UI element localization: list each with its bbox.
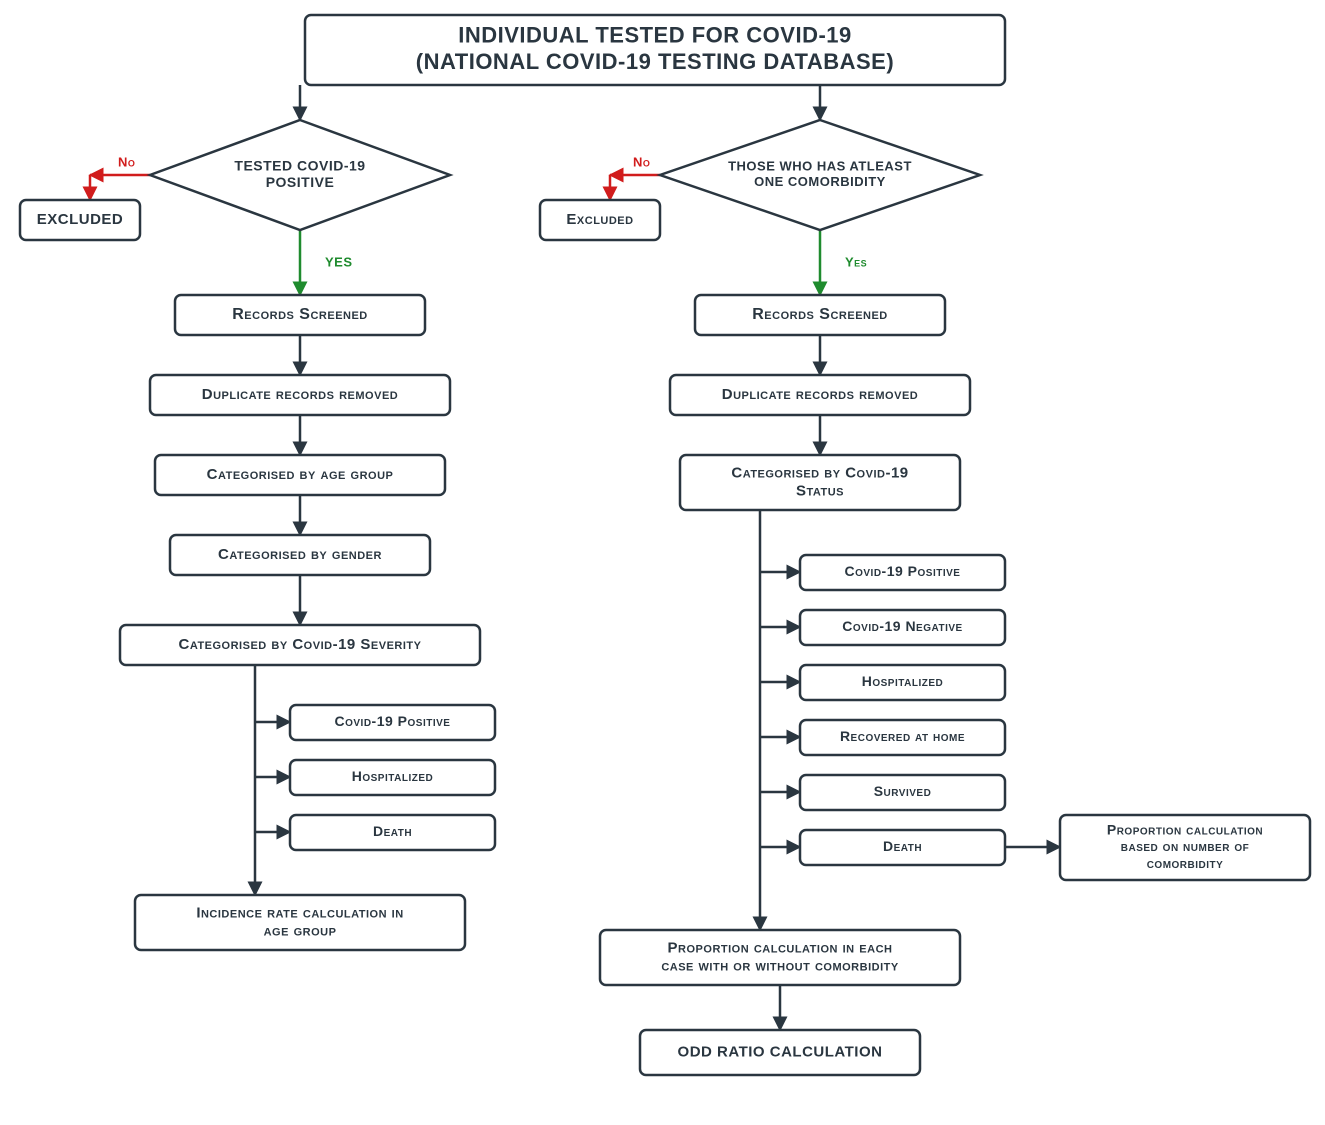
node-text: based on number of — [1121, 838, 1249, 854]
node-l_dup: Duplicate records removed — [150, 375, 450, 415]
node-text: EXCLUDED — [37, 211, 124, 228]
node-text: Status — [796, 482, 844, 499]
node-text: Duplicate records removed — [722, 386, 918, 403]
node-excl2: Excluded — [540, 200, 660, 240]
node-l_age: Categorised by age group — [155, 455, 445, 495]
node-text: Categorised by age group — [207, 466, 394, 483]
node-text: Records Screened — [752, 306, 888, 323]
node-r_c1: Covid-19 Positive — [800, 555, 1005, 590]
node-r_dup: Duplicate records removed — [670, 375, 970, 415]
node-text: Hospitalized — [862, 673, 943, 689]
node-r_c3: Hospitalized — [800, 665, 1005, 700]
node-text: INDIVIDUAL TESTED FOR COVID-19 — [458, 23, 852, 48]
node-text: Proportion calculation in each — [668, 939, 893, 956]
node-text: comorbidity — [1147, 855, 1224, 871]
node-text: Incidence rate calculation in — [196, 904, 403, 921]
edge-label: Yes — [845, 254, 867, 269]
node-r_c4: Recovered at home — [800, 720, 1005, 755]
flowchart-canvas: INDIVIDUAL TESTED FOR COVID-19(NATIONAL … — [0, 0, 1325, 1125]
node-l_c1: Covid-19 Positive — [290, 705, 495, 740]
node-l_c3: Death — [290, 815, 495, 850]
node-l_sev: Categorised by Covid-19 Severity — [120, 625, 480, 665]
node-text: Covid-19 Positive — [335, 713, 451, 729]
node-r_side: Proportion calculationbased on number of… — [1060, 815, 1310, 880]
node-text: (NATIONAL COVID-19 TESTING DATABASE) — [416, 49, 894, 74]
node-text: Proportion calculation — [1107, 821, 1263, 837]
node-text: age group — [264, 922, 337, 939]
node-d1: TESTED COVID-19POSITIVE — [150, 120, 450, 230]
node-text: Categorised by gender — [218, 546, 382, 563]
node-text: Survived — [874, 783, 932, 799]
node-r_c5: Survived — [800, 775, 1005, 810]
node-text: Death — [883, 838, 922, 854]
node-text: Categorised by Covid-19 — [731, 464, 908, 481]
node-l_inc: Incidence rate calculation inage group — [135, 895, 465, 950]
nodes-layer: INDIVIDUAL TESTED FOR COVID-19(NATIONAL … — [20, 15, 1310, 1075]
node-r_rec: Records Screened — [695, 295, 945, 335]
node-l_gen: Categorised by gender — [170, 535, 430, 575]
edge-label: YES — [325, 254, 353, 269]
edge-label: No — [118, 154, 135, 169]
node-text: Covid-19 Negative — [842, 618, 962, 634]
node-text: Covid-19 Positive — [845, 563, 961, 579]
node-r_c6: Death — [800, 830, 1005, 865]
node-l_rec: Records Screened — [175, 295, 425, 335]
node-text: Death — [373, 823, 412, 839]
node-d2: THOSE WHO HAS ATLEASTONE COMORBIDITY — [660, 120, 980, 230]
node-text: POSITIVE — [266, 174, 335, 190]
node-text: case with or without comorbidity — [661, 957, 899, 974]
node-r_prop: Proportion calculation in eachcase with … — [600, 930, 960, 985]
node-text: ODD RATIO CALCULATION — [678, 1043, 883, 1060]
node-top: INDIVIDUAL TESTED FOR COVID-19(NATIONAL … — [305, 15, 1005, 85]
node-text: Categorised by Covid-19 Severity — [178, 636, 421, 653]
node-text: THOSE WHO HAS ATLEAST — [728, 159, 912, 174]
node-text: TESTED COVID-19 — [234, 157, 365, 173]
node-text: Recovered at home — [840, 728, 965, 744]
node-r_odd: ODD RATIO CALCULATION — [640, 1030, 920, 1075]
node-text: Duplicate records removed — [202, 386, 398, 403]
edge-label: No — [633, 154, 650, 169]
node-text: Hospitalized — [352, 768, 433, 784]
node-text: Excluded — [566, 211, 633, 228]
node-r_c2: Covid-19 Negative — [800, 610, 1005, 645]
node-r_stat: Categorised by Covid-19Status — [680, 455, 960, 510]
node-text: ONE COMORBIDITY — [754, 174, 886, 189]
node-text: Records Screened — [232, 306, 368, 323]
node-excl1: EXCLUDED — [20, 200, 140, 240]
node-l_c2: Hospitalized — [290, 760, 495, 795]
